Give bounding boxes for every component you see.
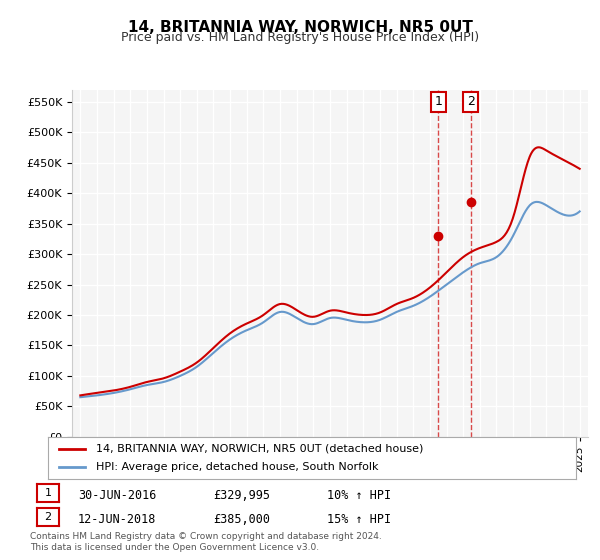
- Text: Contains HM Land Registry data © Crown copyright and database right 2024.
This d: Contains HM Land Registry data © Crown c…: [30, 532, 382, 552]
- Text: £385,000: £385,000: [213, 513, 270, 526]
- Text: £329,995: £329,995: [213, 489, 270, 502]
- Text: 14, BRITANNIA WAY, NORWICH, NR5 0UT: 14, BRITANNIA WAY, NORWICH, NR5 0UT: [128, 20, 472, 35]
- Text: 30-JUN-2016: 30-JUN-2016: [78, 489, 157, 502]
- Text: 15% ↑ HPI: 15% ↑ HPI: [327, 513, 391, 526]
- Text: Price paid vs. HM Land Registry's House Price Index (HPI): Price paid vs. HM Land Registry's House …: [121, 31, 479, 44]
- Text: 1: 1: [434, 95, 442, 108]
- Text: HPI: Average price, detached house, South Norfolk: HPI: Average price, detached house, Sout…: [95, 462, 378, 472]
- Text: 2: 2: [44, 512, 52, 522]
- Text: 2: 2: [467, 95, 475, 108]
- Text: 1: 1: [44, 488, 52, 498]
- Text: 10% ↑ HPI: 10% ↑ HPI: [327, 489, 391, 502]
- Text: 14, BRITANNIA WAY, NORWICH, NR5 0UT (detached house): 14, BRITANNIA WAY, NORWICH, NR5 0UT (det…: [95, 444, 423, 454]
- Text: 12-JUN-2018: 12-JUN-2018: [78, 513, 157, 526]
